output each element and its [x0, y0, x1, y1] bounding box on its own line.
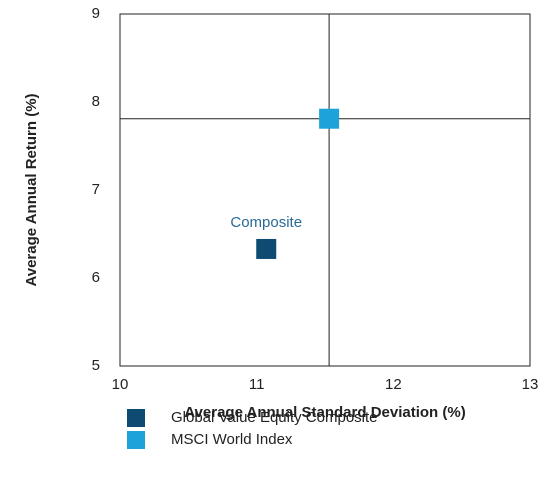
legend-swatch: [127, 409, 145, 427]
x-tick-label: 11: [249, 376, 265, 393]
legend-swatch: [127, 431, 145, 449]
point: [256, 238, 277, 259]
y-tick-label: 6: [92, 269, 100, 286]
y-axis-label: Average Annual Return (%): [23, 93, 40, 286]
x-tick-label: 10: [112, 376, 129, 393]
legend-label: MSCI World Index: [171, 431, 293, 448]
y-tick-label: 8: [92, 93, 100, 110]
y-tick-label: 5: [92, 357, 100, 374]
point: [319, 108, 340, 129]
y-tick-label: 9: [92, 5, 100, 22]
plot-frame: [119, 13, 531, 367]
x-tick-label: 12: [385, 376, 402, 393]
legend-label: Global Value Equity Composite: [171, 409, 378, 426]
x-tick-label: 13: [522, 376, 539, 393]
x-axis-label: Average Annual Standard Deviation (%): [184, 404, 465, 421]
annotation: Composite: [230, 214, 302, 231]
y-tick-label: 7: [92, 181, 100, 198]
